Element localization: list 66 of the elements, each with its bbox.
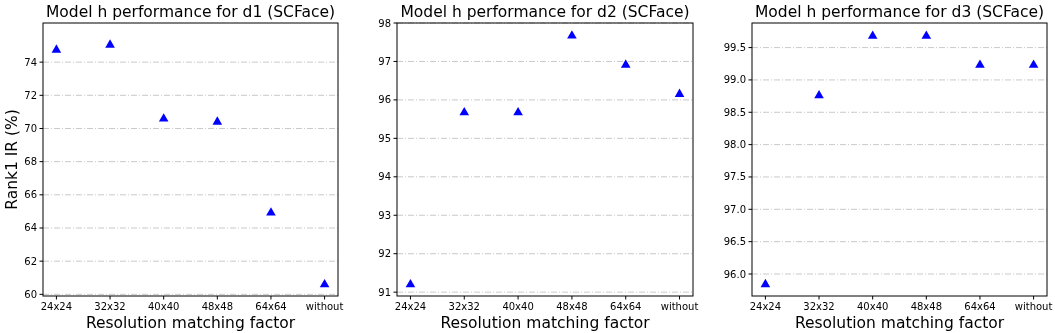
- point: [814, 89, 824, 99]
- y-tick-label: 60: [24, 288, 37, 300]
- x-tick-label: 40x40: [147, 301, 180, 312]
- point: [1028, 59, 1039, 68]
- x-tick-label: 24x24: [749, 301, 782, 312]
- x-tick-label: without: [1014, 301, 1053, 312]
- x-tick-label: without: [305, 301, 344, 312]
- x-tick-label: 64x64: [964, 301, 996, 312]
- x-tick-label: 64x64: [610, 301, 642, 312]
- y-tick-label: 99.5: [723, 42, 746, 54]
- y-tick-label: 66: [24, 189, 37, 201]
- y-tick-label: 98: [378, 17, 391, 29]
- point: [921, 30, 932, 39]
- y-tick-label: 74: [24, 56, 37, 68]
- y-tick-label: 96.0: [723, 268, 746, 280]
- y-tick-label: 97.5: [723, 171, 746, 183]
- x-tick-label: 40x40: [502, 301, 534, 312]
- y-tick-label: 99.0: [723, 74, 746, 86]
- x-tick-label: 64x64: [255, 301, 287, 312]
- point: [158, 113, 169, 122]
- point: [266, 207, 276, 216]
- point: [760, 278, 771, 288]
- y-tick-label: 98.5: [723, 106, 746, 118]
- x-axis-title: Resolution matching factor: [85, 314, 296, 332]
- y-tick-label: 92: [378, 248, 391, 260]
- point: [674, 88, 685, 97]
- y-tick-label: 97: [378, 55, 391, 67]
- chart-title: Model h performance for d2 (SCFace): [400, 3, 690, 21]
- y-tick-label: 68: [24, 156, 37, 168]
- y-tick-label: 98.0: [723, 139, 746, 151]
- y-tick-label: 94: [378, 171, 391, 183]
- x-tick-label: 48x48: [556, 301, 588, 312]
- y-tick-label: 95: [378, 132, 391, 144]
- point: [319, 279, 330, 288]
- y-tick-label: 91: [378, 286, 391, 298]
- y-tick-label: 97.0: [723, 203, 746, 215]
- x-tick-label: 32x32: [94, 301, 126, 312]
- point: [513, 107, 523, 116]
- chart-title: Model h performance for d1 (SCFace): [45, 3, 336, 21]
- x-tick-label: 24x24: [394, 301, 427, 312]
- x-axis-title: Resolution matching factor: [794, 314, 1005, 332]
- point: [405, 278, 416, 288]
- x-tick-label: without: [660, 301, 699, 312]
- x-tick-label: 48x48: [201, 301, 234, 312]
- y-tick-label: 96: [378, 94, 391, 106]
- y-tick-label: 64: [24, 222, 37, 234]
- x-tick-label: 40x40: [856, 301, 889, 312]
- point: [620, 59, 631, 68]
- point: [212, 116, 223, 125]
- chart-title: Model h performance for d3 (SCFace): [754, 3, 1045, 21]
- y-tick-label: 96.5: [723, 236, 746, 248]
- point: [51, 44, 62, 53]
- y-tick-label: 93: [378, 209, 391, 221]
- x-tick-label: 24x24: [40, 301, 73, 312]
- x-tick-label: 32x32: [803, 301, 835, 312]
- point: [459, 107, 470, 116]
- y-axis-title: Rank1 IR (%): [3, 109, 21, 210]
- x-tick-label: 48x48: [910, 301, 943, 312]
- x-tick-label: 32x32: [448, 301, 480, 312]
- y-tick-label: 72: [24, 89, 37, 101]
- y-tick-label: 62: [24, 255, 37, 267]
- point: [867, 30, 878, 39]
- point: [975, 59, 985, 68]
- point: [105, 39, 115, 48]
- x-axis-title: Resolution matching factor: [440, 314, 651, 332]
- y-tick-label: 70: [24, 122, 37, 134]
